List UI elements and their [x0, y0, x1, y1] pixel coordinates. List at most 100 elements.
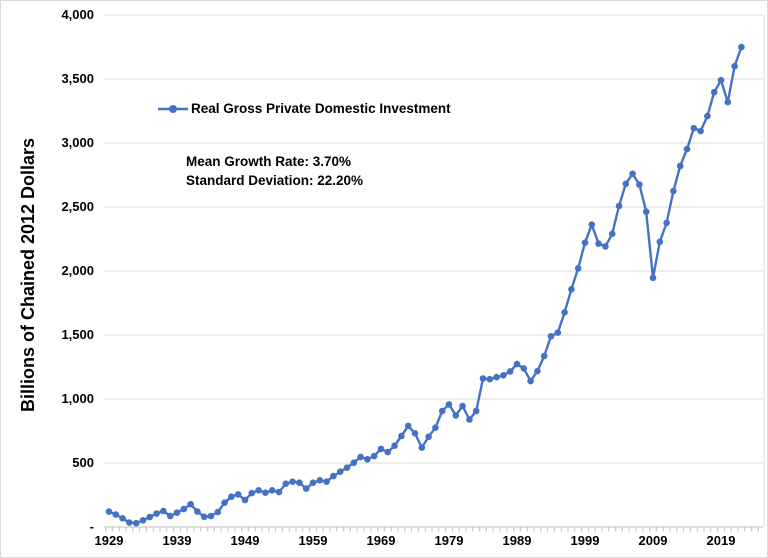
data-point-marker — [425, 433, 432, 441]
legend-line-marker-icon — [158, 104, 188, 113]
y-axis-tick-label: 4,000 — [61, 7, 94, 22]
data-point-marker — [309, 479, 317, 487]
data-point-marker — [642, 208, 650, 215]
data-point-marker — [241, 496, 249, 504]
data-point-marker — [404, 422, 412, 430]
data-point-marker — [663, 219, 670, 227]
x-axis-tick-label: 1949 — [230, 533, 260, 548]
data-point-marker — [187, 500, 194, 508]
y-axis-tick-label: 3,000 — [61, 135, 94, 150]
y-axis-tick-label: 500 — [72, 455, 94, 470]
data-point-marker — [506, 368, 514, 375]
annotation-mean-growth-rate: Mean Growth Rate: 3.70% — [186, 154, 352, 169]
data-point-marker — [398, 432, 405, 440]
data-point-marker — [139, 517, 147, 524]
data-point-marker — [296, 479, 303, 487]
data-point-marker — [717, 76, 725, 84]
x-axis-tick-label: 1999 — [570, 533, 600, 548]
x-axis-tick-label: 1969 — [366, 533, 396, 548]
x-axis-tick-label: 1959 — [298, 533, 328, 548]
data-point-marker — [547, 333, 555, 340]
data-point-marker — [153, 510, 160, 517]
data-point-marker — [710, 88, 718, 96]
data-point-marker — [228, 493, 235, 501]
data-point-marker — [357, 453, 364, 461]
data-point-marker — [166, 512, 174, 520]
x-axis-tick-label: 1989 — [502, 533, 532, 548]
data-point-marker — [445, 401, 453, 408]
data-point-marker — [472, 407, 480, 415]
data-point-marker — [268, 487, 276, 494]
data-point-marker — [704, 112, 711, 120]
data-point-marker — [282, 480, 290, 488]
data-point-marker — [513, 360, 521, 368]
data-point-marker — [459, 402, 466, 410]
data-point-marker — [255, 487, 262, 494]
data-point-marker — [629, 170, 636, 178]
legend-label: Real Gross Private Domestic Investment — [191, 101, 451, 116]
data-point-marker — [520, 365, 528, 372]
data-point-marker — [119, 515, 126, 522]
data-point-marker — [602, 243, 609, 250]
data-point-marker — [377, 445, 385, 453]
data-point-marker — [676, 162, 684, 170]
data-point-marker — [738, 43, 745, 51]
data-point-marker — [479, 375, 487, 382]
data-point-marker — [622, 180, 630, 188]
data-point-marker — [323, 478, 330, 486]
y-axis-tick-label: 3,500 — [61, 71, 94, 86]
data-point-marker — [173, 509, 181, 516]
data-point-marker — [615, 202, 623, 210]
data-point-marker — [574, 265, 582, 272]
data-point-marker — [302, 485, 310, 492]
data-point-marker — [180, 505, 188, 513]
data-point-marker — [588, 221, 596, 228]
data-point-marker — [466, 416, 473, 423]
x-axis-tick-label: 2009 — [638, 533, 668, 548]
data-point-marker — [350, 459, 358, 467]
data-point-marker — [194, 508, 201, 515]
data-point-marker — [731, 62, 738, 70]
data-point-marker — [370, 452, 378, 460]
data-point-marker — [554, 329, 562, 337]
data-point-marker — [581, 239, 589, 246]
data-point-marker — [200, 513, 208, 521]
data-point-marker — [608, 230, 616, 238]
data-point-marker — [248, 489, 256, 497]
data-point-marker — [452, 412, 460, 419]
data-point-marker — [160, 507, 167, 515]
data-point-marker — [262, 489, 269, 497]
x-axis-tick-label: 2019 — [706, 533, 736, 548]
data-point-marker — [289, 478, 296, 486]
data-point-marker — [105, 508, 113, 515]
data-point-marker — [343, 464, 351, 472]
y-axis-tick-label: 1,500 — [61, 327, 94, 342]
y-axis-tick-label: 1,000 — [61, 391, 94, 406]
data-point-marker — [568, 286, 575, 293]
data-point-marker — [690, 124, 698, 132]
data-point-marker — [336, 468, 344, 476]
data-point-marker — [561, 309, 568, 316]
data-point-marker — [132, 519, 140, 527]
data-point-marker — [438, 407, 446, 415]
data-line — [108, 46, 743, 525]
data-point-marker — [649, 274, 657, 282]
data-point-marker — [670, 187, 677, 195]
data-point-marker — [636, 181, 643, 188]
x-axis-tick-label: 1979 — [434, 533, 464, 548]
data-point-marker — [112, 511, 120, 518]
x-axis-tick-label: 1929 — [94, 533, 124, 548]
x-axis-tick-label: 1939 — [162, 533, 192, 548]
data-point-marker — [330, 472, 337, 480]
data-point-marker — [275, 488, 283, 496]
data-point-marker — [364, 456, 371, 463]
data-point-marker — [656, 238, 664, 246]
data-point-marker — [595, 240, 602, 247]
y-axis-tick-label: 2,500 — [61, 199, 94, 214]
data-point-marker — [500, 372, 507, 379]
data-point-marker — [126, 519, 133, 526]
data-point-marker — [493, 373, 500, 381]
data-point-marker — [683, 145, 691, 153]
data-point-marker — [214, 508, 222, 516]
